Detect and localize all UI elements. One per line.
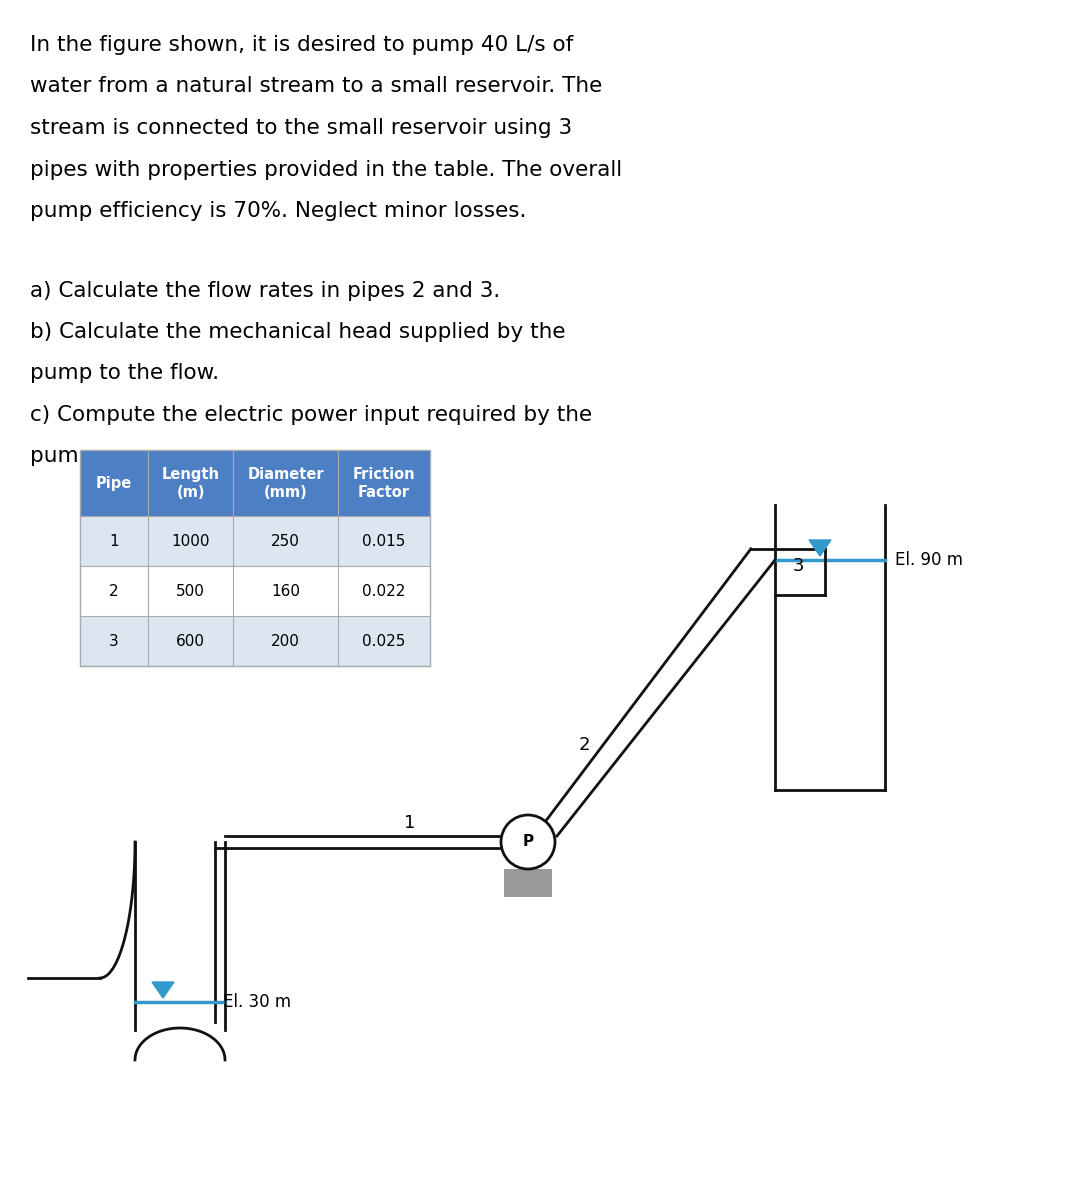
- Text: water from a natural stream to a small reservoir. The: water from a natural stream to a small r…: [30, 76, 602, 96]
- Text: El. 90 m: El. 90 m: [895, 551, 963, 569]
- Text: pipes with properties provided in the table. The overall: pipes with properties provided in the ta…: [30, 159, 623, 180]
- Bar: [80, 516, 430, 566]
- Text: c) Compute the electric power input required by the: c) Compute the electric power input requ…: [30, 405, 592, 425]
- Text: 250: 250: [271, 533, 299, 549]
- Text: 2: 2: [109, 583, 118, 599]
- Text: 1: 1: [404, 814, 416, 832]
- Text: In the figure shown, it is desired to pump 40 L/s of: In the figure shown, it is desired to pu…: [30, 35, 573, 55]
- Bar: [80, 616, 430, 666]
- Text: pump.: pump.: [30, 446, 99, 466]
- Text: pump to the flow.: pump to the flow.: [30, 363, 219, 383]
- Bar: [80, 566, 430, 616]
- Text: 0.022: 0.022: [362, 583, 406, 599]
- Bar: [504, 869, 553, 897]
- Text: 1: 1: [109, 533, 118, 549]
- Text: 0.015: 0.015: [362, 533, 406, 549]
- Text: Friction
Factor: Friction Factor: [352, 466, 416, 500]
- Text: stream is connected to the small reservoir using 3: stream is connected to the small reservo…: [30, 118, 572, 138]
- Text: Length
(m): Length (m): [162, 466, 220, 500]
- Text: 500: 500: [176, 583, 205, 599]
- Text: pump efficiency is 70%. Neglect minor losses.: pump efficiency is 70%. Neglect minor lo…: [30, 201, 527, 221]
- Text: 2: 2: [579, 735, 590, 754]
- Text: Pipe: Pipe: [96, 476, 132, 490]
- Text: 160: 160: [271, 583, 300, 599]
- Text: 600: 600: [176, 633, 205, 649]
- Polygon shape: [152, 982, 174, 998]
- Bar: [80, 450, 430, 666]
- Text: 3: 3: [109, 633, 118, 649]
- Text: 200: 200: [271, 633, 299, 649]
- Text: b) Calculate the mechanical head supplied by the: b) Calculate the mechanical head supplie…: [30, 322, 565, 342]
- Polygon shape: [809, 540, 831, 556]
- Bar: [80, 450, 430, 516]
- Text: 3: 3: [793, 557, 805, 575]
- Text: 1000: 1000: [171, 533, 210, 549]
- Text: El. 30 m: El. 30 m: [223, 992, 291, 1011]
- Text: Diameter
(mm): Diameter (mm): [248, 466, 324, 500]
- Text: a) Calculate the flow rates in pipes 2 and 3.: a) Calculate the flow rates in pipes 2 a…: [30, 281, 500, 301]
- Text: 0.025: 0.025: [362, 633, 406, 649]
- Circle shape: [501, 815, 555, 869]
- Text: P: P: [522, 834, 533, 850]
